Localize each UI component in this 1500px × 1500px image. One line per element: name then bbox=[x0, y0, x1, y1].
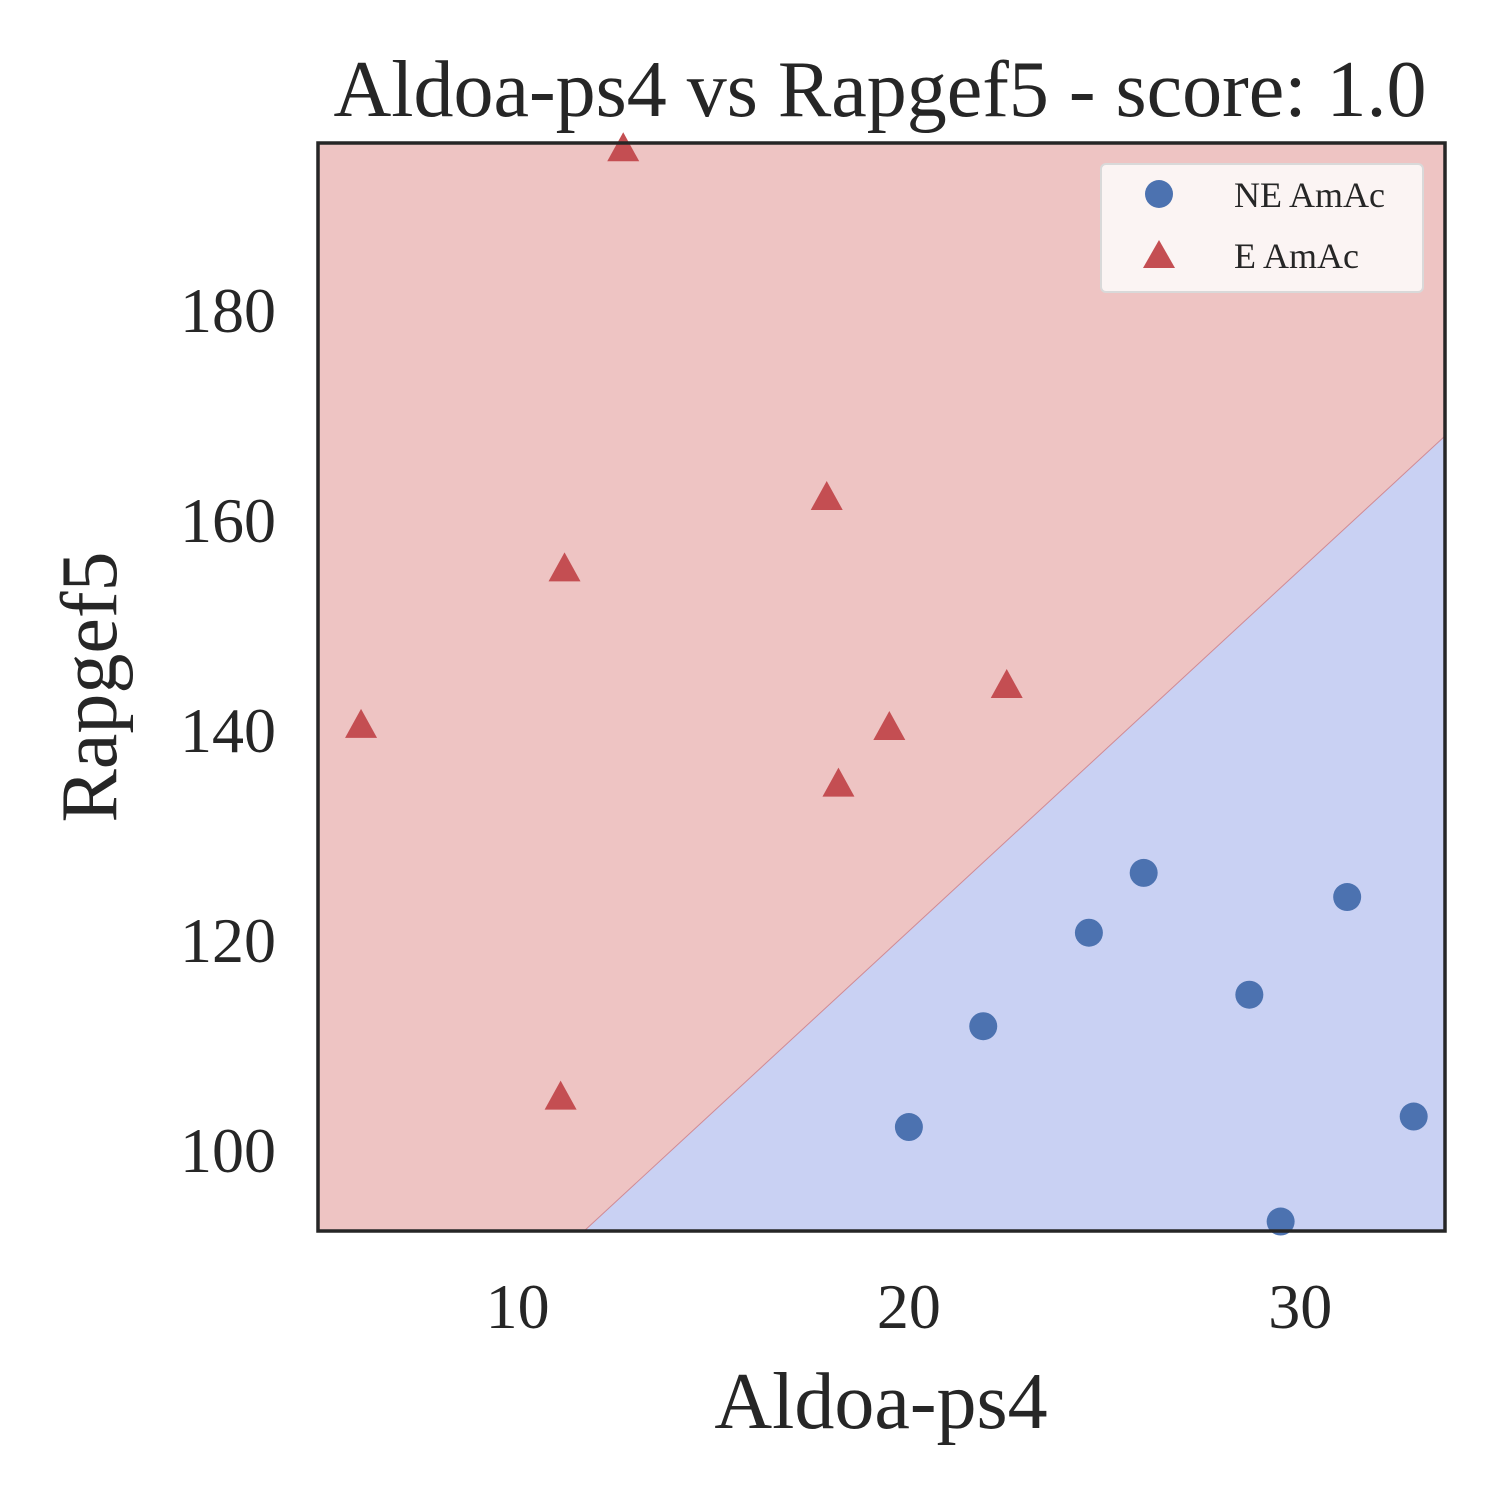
data-point-ne-amac bbox=[1129, 858, 1158, 887]
x-tick-label: 10 bbox=[486, 1271, 550, 1342]
x-tick-label: 20 bbox=[877, 1271, 941, 1342]
y-tick-label: 160 bbox=[180, 485, 276, 556]
data-point-ne-amac bbox=[969, 1012, 998, 1041]
plot-area bbox=[318, 143, 1445, 1231]
data-point-ne-amac bbox=[1399, 1102, 1428, 1131]
x-axis-label: Aldoa-ps4 bbox=[714, 1358, 1047, 1446]
y-tick-label: 140 bbox=[180, 695, 276, 766]
y-axis-label: Rapgef5 bbox=[46, 551, 134, 822]
x-axis-ticks: 10 20 30 bbox=[486, 1271, 1333, 1342]
data-point-e-amac bbox=[810, 480, 843, 510]
data-point-ne-amac bbox=[1266, 1207, 1295, 1236]
legend-label-ne-amac: NE AmAc bbox=[1234, 175, 1385, 215]
legend-marker-ne-amac bbox=[1145, 180, 1173, 208]
y-tick-label: 180 bbox=[180, 275, 276, 346]
legend-marker-e-amac bbox=[1143, 240, 1175, 268]
data-point-ne-amac bbox=[894, 1113, 923, 1142]
data-point-e-amac bbox=[990, 668, 1023, 698]
data-point-e-amac bbox=[345, 708, 378, 738]
points-layer bbox=[345, 132, 1428, 1236]
decision-boundary bbox=[583, 435, 1445, 1231]
legend-box bbox=[1100, 163, 1424, 293]
data-point-e-amac bbox=[544, 1080, 577, 1110]
legend: NE AmAc E AmAc bbox=[1100, 163, 1424, 293]
data-point-ne-amac bbox=[1333, 883, 1362, 912]
data-point-e-amac bbox=[873, 710, 906, 740]
data-point-e-amac bbox=[548, 552, 581, 582]
plot-frame bbox=[316, 141, 1447, 1233]
legend-label-e-amac: E AmAc bbox=[1234, 236, 1359, 276]
y-tick-label: 120 bbox=[180, 905, 276, 976]
y-axis-ticks: 100 120 140 160 180 bbox=[180, 275, 276, 1186]
data-point-ne-amac bbox=[1235, 980, 1264, 1009]
data-point-e-amac bbox=[607, 132, 640, 162]
data-point-e-amac bbox=[822, 767, 855, 797]
chart-title: Aldoa-ps4 vs Rapgef5 - score: 1.0 bbox=[333, 46, 1426, 134]
x-tick-label: 30 bbox=[1268, 1271, 1332, 1342]
y-tick-label: 100 bbox=[180, 1115, 276, 1186]
data-point-ne-amac bbox=[1074, 918, 1103, 947]
